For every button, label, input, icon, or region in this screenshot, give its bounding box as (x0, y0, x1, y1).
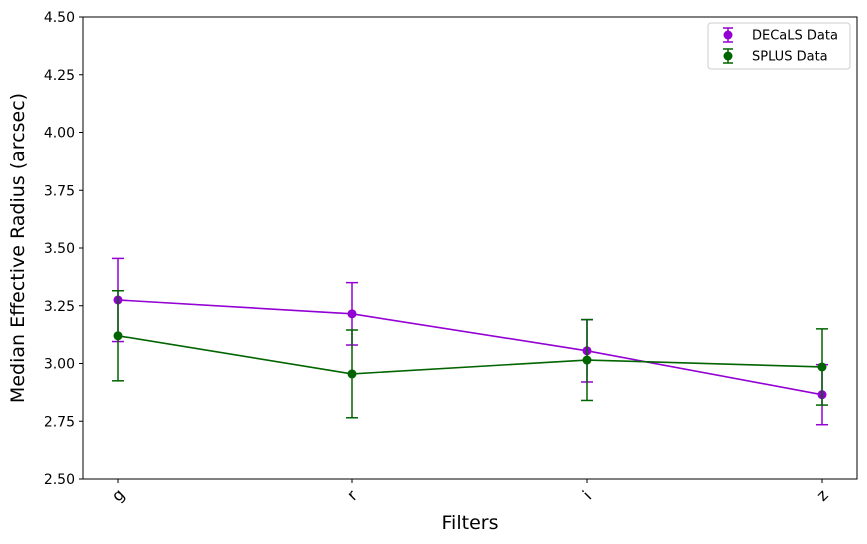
y-tick-label: 3.25 (44, 299, 75, 315)
legend-label: DECaLS Data (752, 29, 838, 44)
series-line (117, 299, 823, 396)
legend-marker-icon (723, 51, 733, 61)
x-tick-label: g (108, 485, 129, 506)
plot-area (82, 16, 858, 480)
data-point (347, 309, 357, 319)
data-point (582, 355, 592, 365)
series-layer (112, 257, 828, 426)
y-tick-label: 3.00 (44, 357, 75, 373)
x-axis-label: Filters (442, 512, 499, 534)
y-tick-label: 3.50 (44, 241, 75, 257)
series-line (117, 334, 823, 375)
y-axis-label: Median Effective Radius (arcsec) (7, 93, 29, 403)
y-axis-ticks: 2.50 2.75 3.00 3.25 3.50 3.75 4.00 4.25 4.50 (44, 10, 83, 488)
y-tick-label: 4.50 (44, 10, 75, 26)
x-tick-label: i (579, 487, 596, 504)
y-tick-label: 2.50 (44, 472, 75, 488)
y-tick-label: 2.75 (44, 414, 75, 430)
y-tick-label: 3.75 (44, 183, 75, 199)
data-point (347, 369, 357, 379)
legend: DECaLS Data SPLUS Data (707, 22, 851, 70)
data-point (113, 331, 123, 341)
legend-marker-icon (723, 30, 733, 40)
y-tick-label: 4.25 (44, 68, 75, 84)
x-tick-label: z (812, 485, 831, 504)
series-splus (112, 289, 828, 419)
y-tick-label: 4.00 (44, 126, 75, 142)
x-tick-label: r (343, 486, 361, 504)
data-point (817, 362, 827, 372)
legend-frame (707, 22, 851, 70)
legend-label: SPLUS Data (752, 50, 828, 65)
